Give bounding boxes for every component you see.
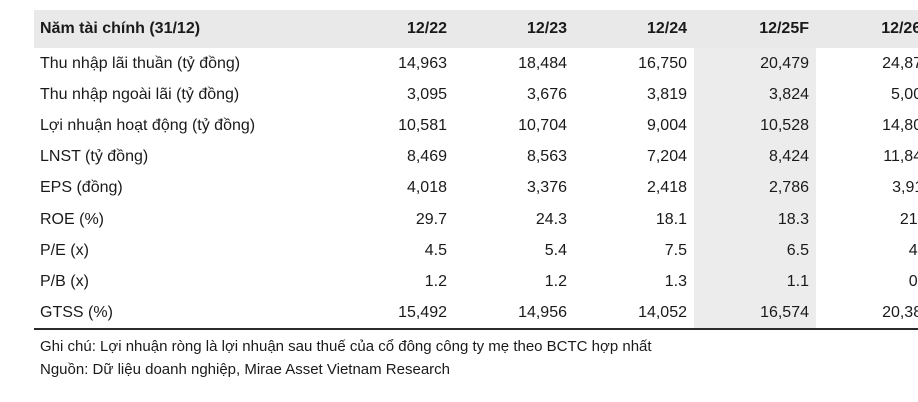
table-cell: 5.4 (544, 241, 567, 259)
table-cell: 16,574 (694, 297, 816, 330)
row-label: LNST (tỷ đồng) (40, 148, 149, 166)
table-cell: 10,528 (694, 110, 816, 142)
table-header-row: Năm tài chính (31/12) 12/22 12/23 12/24 … (34, 10, 918, 48)
table-row: Thu nhập ngoài lãi (tỷ đồng) 3,095 3,676 3,… (34, 79, 918, 111)
table-cell: 10,581 (398, 116, 447, 134)
table-cell: 16,750 (638, 54, 687, 72)
header-year-12-23: 12/23 (454, 10, 574, 48)
table-body: Thu nhập lãi thuần (tỷ đồng) 14,963 18,484… (34, 48, 918, 330)
table-cell: 3,819 (646, 85, 687, 103)
table-cell: 9,004 (646, 116, 687, 134)
table-cell: 21.2 (899, 210, 918, 228)
table-cell: 2,786 (694, 172, 816, 204)
table-cell: 7,204 (646, 148, 687, 166)
financial-summary-table: Năm tài chính (31/12) 12/22 12/23 12/24 … (34, 10, 918, 330)
table-cell: 4.7 (908, 241, 918, 259)
table-cell: 20,479 (694, 48, 816, 80)
table-row: EPS (đồng) 4,018 3,376 2,418 2,786 3,911 (34, 172, 918, 204)
header-year-12-24: 12/24 (574, 10, 694, 48)
table-cell: 1.3 (664, 272, 687, 290)
table-cell: 7.5 (664, 241, 687, 259)
header-year-12-26f: 12/26F (816, 10, 918, 48)
table-cell: 15,492 (334, 297, 454, 330)
table-cell: 1.2 (424, 272, 447, 290)
table-cell: 8,469 (406, 148, 447, 166)
row-label: Lợi nhuận hoạt động (tỷ đồng) (40, 116, 256, 134)
source-text: Nguồn: Dữ liệu doanh nghiệp, Mirae Asset… (40, 360, 451, 378)
row-label: ROE (%) (40, 210, 104, 228)
table-row: LNST (tỷ đồng) 8,469 8,563 7,204 8,424 11,843 (34, 141, 918, 173)
table-cell: 18,484 (518, 54, 567, 72)
table-cell: 20,382 (816, 297, 918, 330)
table-cell: 14,956 (454, 297, 574, 330)
table-notes: Ghi chú: Lợi nhuận ròng là lợi nhuận sau… (34, 335, 898, 381)
table-row: Lợi nhuận hoạt động (tỷ đồng) 10,581 10,70… (34, 110, 918, 142)
table-row: P/B (x) 1.2 1.2 1.3 1.1 0.9 (34, 266, 918, 298)
table-cell: 3,911 (892, 179, 918, 197)
table-cell: 3,376 (526, 179, 567, 197)
table-cell: 10,704 (518, 116, 567, 134)
header-fiscal-year: Năm tài chính (31/12) (34, 10, 334, 48)
table-cell: 18.1 (655, 210, 687, 228)
note-text: Ghi chú: Lợi nhuận ròng là lợi nhuận sau… (40, 337, 652, 355)
row-label: P/E (x) (40, 241, 89, 259)
table-cell: 18.3 (694, 203, 816, 236)
header-year-12-22: 12/22 (334, 10, 454, 48)
table-cell: 0.9 (908, 272, 918, 290)
table-cell: 14,052 (574, 297, 694, 330)
table-cell: 3,676 (526, 85, 567, 103)
table-cell: 8,563 (526, 148, 567, 166)
table-cell: 14,963 (398, 54, 447, 72)
row-label: EPS (đồng) (40, 179, 123, 197)
row-label: P/B (x) (40, 272, 89, 290)
table-cell: 4,018 (406, 179, 447, 197)
table-cell: 1.1 (694, 266, 816, 298)
table-cell: 5,004 (890, 85, 918, 103)
table-cell: 24,872 (882, 54, 918, 72)
table-row: P/E (x) 4.5 5.4 7.5 6.5 4.7 (34, 235, 918, 267)
table-cell: 24.3 (535, 210, 567, 228)
table-cell: 3,824 (694, 79, 816, 111)
table-cell: 4.5 (424, 241, 447, 259)
table-cell: 14,802 (882, 116, 918, 134)
table-cell: 29.7 (415, 210, 447, 228)
row-label: GTSS (%) (34, 297, 334, 330)
table-row: Thu nhập lãi thuần (tỷ đồng) 14,963 18,484… (34, 48, 918, 80)
header-year-12-25f: 12/25F (694, 10, 816, 48)
table-cell: 6.5 (694, 235, 816, 267)
table-cell: 3,095 (406, 85, 447, 103)
financial-table-container: Năm tài chính (31/12) 12/22 12/23 12/24 … (34, 10, 918, 381)
table-cell: 8,424 (694, 141, 816, 173)
table-cell: 2,418 (646, 179, 687, 197)
table-row: ROE (%) 29.7 24.3 18.1 18.3 21.2 (34, 203, 918, 236)
table-cell: 1.2 (544, 272, 567, 290)
row-label: Thu nhập ngoài lãi (tỷ đồng) (40, 85, 240, 103)
table-cell: 11,843 (883, 148, 918, 166)
row-label: Thu nhập lãi thuần (tỷ đồng) (40, 54, 241, 72)
